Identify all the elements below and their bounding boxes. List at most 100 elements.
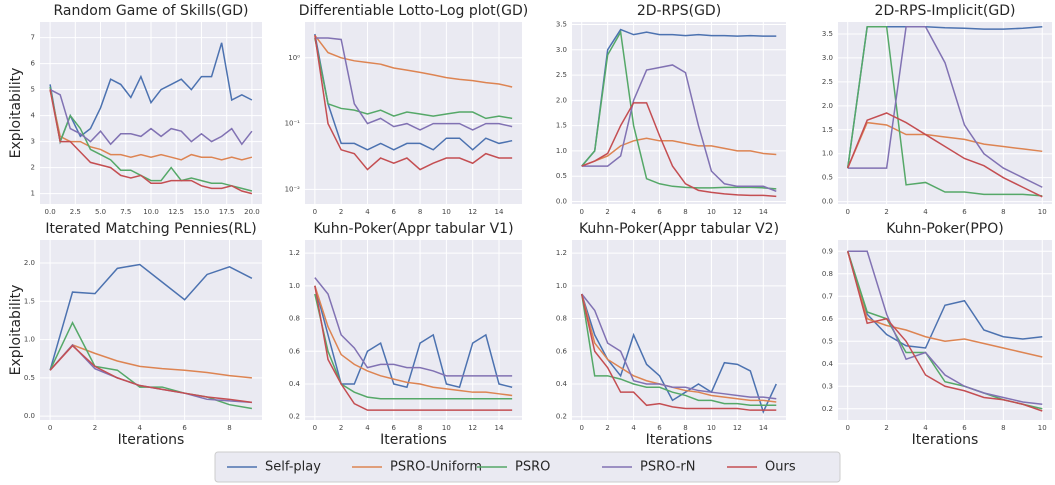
chart-title: Kuhn-Poker(Appr tabular V2) <box>579 221 779 237</box>
x-tick-label: 10 <box>1038 208 1047 216</box>
x-tick-label: 6 <box>962 208 967 216</box>
x-tick-label: 2 <box>884 424 888 432</box>
x-tick-label: 0 <box>313 208 317 216</box>
y-tick-label: 2.5 <box>556 71 567 79</box>
x-tick-label: 10 <box>707 424 716 432</box>
x-tick-label: 12 <box>733 424 742 432</box>
x-axis-label: Iterations <box>912 432 979 448</box>
line <box>49 89 253 161</box>
line <box>581 137 777 167</box>
y-tick-label: 0.9 <box>822 247 833 255</box>
y-tick-label: 0.6 <box>556 347 568 355</box>
x-tick-label: 6 <box>392 424 397 432</box>
chart-title: Iterated Matching Pennies(RL) <box>45 221 256 237</box>
line <box>49 42 253 145</box>
x-tick-label: 12 <box>468 424 477 432</box>
line <box>581 293 777 414</box>
x-tick-label: 2 <box>339 208 343 216</box>
x-tick-label: 0 <box>845 208 849 216</box>
y-tick-label: 3.0 <box>822 54 833 62</box>
line <box>314 33 513 151</box>
x-tick-label: 4 <box>631 208 636 216</box>
y-tick-label: 0.0 <box>24 412 35 420</box>
x-tick-label: 2 <box>93 424 97 432</box>
y-tick-label: 3 <box>31 138 35 146</box>
y-tick-label: 0.8 <box>289 315 300 323</box>
legend-box <box>214 451 841 483</box>
x-tick-label: 5.0 <box>95 208 106 216</box>
y-tick-label: 1 <box>31 190 35 198</box>
y-tick-label: 10⁻¹ <box>285 120 301 128</box>
line <box>49 89 253 195</box>
x-tick-label: 10 <box>707 208 716 216</box>
y-tick-label: 0.2 <box>289 413 300 421</box>
x-tick-label: 6 <box>657 424 662 432</box>
plot-area <box>572 240 786 420</box>
y-tick-label: 0.5 <box>556 172 567 180</box>
legend-label: Ours <box>765 460 796 475</box>
y-tick-label: 1.5 <box>556 122 567 130</box>
y-tick-label: 2.0 <box>822 102 833 110</box>
y-tick-label: 7 <box>31 34 35 42</box>
y-tick-label: 5 <box>31 86 35 94</box>
x-tick-label: 0 <box>579 208 583 216</box>
x-tick-label: 12 <box>733 208 742 216</box>
y-tick-label: 0.0 <box>822 198 833 206</box>
y-tick-label: 2 <box>31 164 35 172</box>
y-tick-label: 10⁰ <box>288 54 300 62</box>
line <box>847 26 1043 188</box>
y-tick-label: 1.0 <box>556 147 567 155</box>
y-tick-label: 6 <box>31 60 36 68</box>
y-tick-label: 1.0 <box>289 282 300 290</box>
x-tick-label: 7.5 <box>120 208 131 216</box>
x-tick-label: 0.0 <box>45 208 56 216</box>
line <box>314 293 513 400</box>
y-tick-label: 0.8 <box>556 315 567 323</box>
line <box>314 37 513 131</box>
y-tick-label: 3.5 <box>556 21 567 29</box>
y-tick-label: 0.7 <box>822 292 833 300</box>
x-tick-label: 6 <box>392 208 397 216</box>
x-tick-label: 14 <box>495 424 504 432</box>
x-tick-label: 6 <box>657 208 662 216</box>
plot-area <box>572 22 786 204</box>
legend-label: PSRO-rN <box>640 460 695 475</box>
x-tick-label: 8 <box>1001 208 1005 216</box>
chart-title: 2D-RPS(GD) <box>637 3 721 19</box>
line <box>847 112 1043 198</box>
chart-title: Differentiable Lotto-Log plot(GD) <box>299 3 528 19</box>
x-axis-label: Iterations <box>118 432 185 448</box>
x-tick-label: 14 <box>759 208 768 216</box>
x-tick-label: 10 <box>442 208 451 216</box>
x-tick-label: 4 <box>138 424 143 432</box>
line <box>49 88 253 146</box>
y-tick-label: 1.5 <box>822 126 833 134</box>
x-tick-label: 12.5 <box>168 208 184 216</box>
line <box>580 293 777 411</box>
x-tick-label: 4 <box>923 424 928 432</box>
line <box>581 28 777 167</box>
line <box>580 293 777 407</box>
y-tick-label: 2.0 <box>556 96 567 104</box>
line <box>49 344 252 379</box>
x-tick-label: 10 <box>1038 424 1047 432</box>
chart-title: Kuhn-Poker(Appr tabular V1) <box>313 221 513 237</box>
y-tick-label: 1.2 <box>289 249 300 257</box>
line <box>847 251 1043 358</box>
y-tick-label: 2.0 <box>24 259 35 267</box>
x-tick-label: 4 <box>923 208 928 216</box>
x-tick-label: 2 <box>884 208 888 216</box>
y-axis-label: Exploitability <box>8 68 24 159</box>
line <box>847 251 1043 349</box>
x-tick-label: 12 <box>468 208 477 216</box>
y-tick-label: 10⁻² <box>285 185 301 193</box>
y-tick-label: 0.5 <box>822 337 833 345</box>
x-tick-label: 2.5 <box>70 208 81 216</box>
line <box>581 29 777 190</box>
y-tick-label: 0.3 <box>822 382 833 390</box>
y-tick-label: 0.5 <box>822 174 833 182</box>
x-tick-label: 8 <box>1001 424 1005 432</box>
line <box>581 293 777 403</box>
x-tick-label: 8 <box>418 208 422 216</box>
